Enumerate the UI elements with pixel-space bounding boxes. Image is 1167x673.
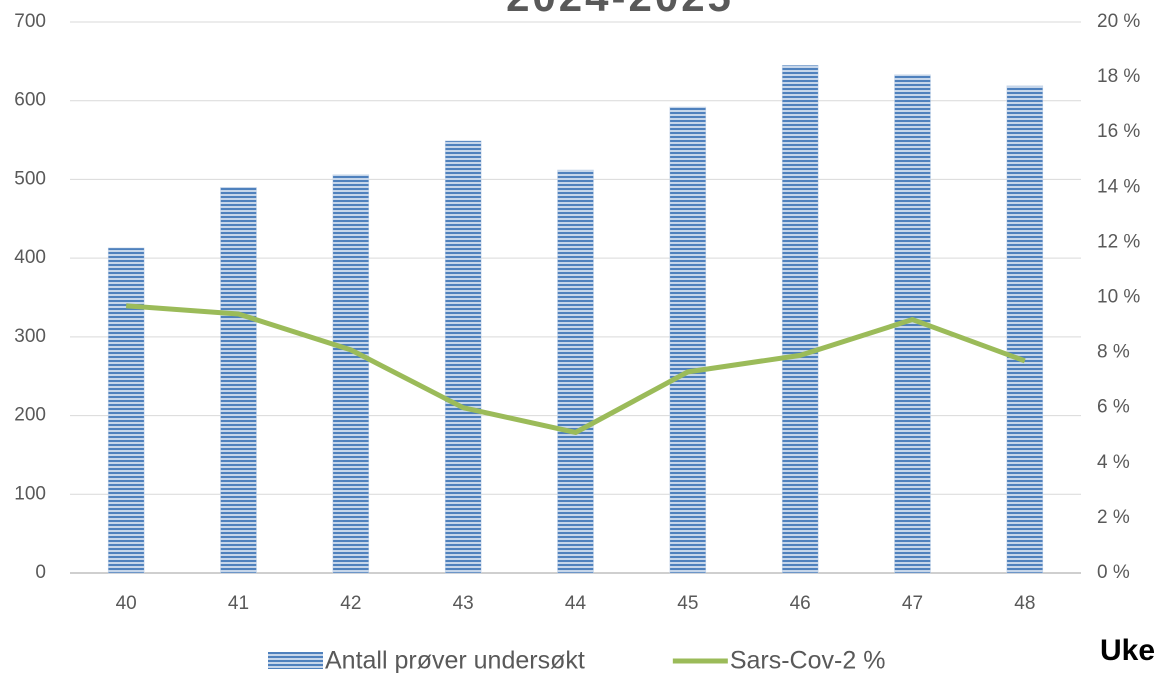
bar [444,140,482,574]
x-tick-label: 48 [1014,593,1035,614]
x-tick-label: 42 [340,593,361,614]
y-tick-label: 200 [14,405,46,426]
y-tick-label: 700 [14,11,46,32]
legend-label: Sars-Cov-2 % [730,647,886,673]
line [125,303,1026,435]
bar [332,174,370,574]
legend-label: Antall prøver undersøkt [325,647,585,673]
bar [1006,85,1044,574]
chart-title: 2024-2025 [506,0,734,20]
x-tick-label: 46 [790,593,811,614]
x-tick-label: 44 [565,593,587,614]
y2-tick-label: 4 % [1097,452,1130,473]
y2-tick-label: 8 % [1097,342,1130,363]
x-tick-label: 43 [453,593,474,614]
x-axis-label: Uke [1100,634,1155,667]
legend-swatch [268,652,323,669]
y2-tick-label: 2 % [1097,507,1130,528]
y2-tick-label: 14 % [1097,176,1140,197]
bar [220,187,257,574]
x-tick-label: 47 [902,593,923,614]
y2-tick-label: 6 % [1097,397,1130,418]
x-tick-label: 41 [228,593,249,614]
y2-tick-label: 18 % [1097,66,1140,87]
y-tick-label: 400 [14,247,46,268]
bar [557,169,594,574]
y2-tick-label: 10 % [1097,287,1140,308]
bar [669,106,707,574]
y2-tick-label: 20 % [1097,11,1140,32]
y-tick-label: 300 [14,326,46,347]
y-tick-label: 600 [14,90,46,111]
y2-tick-label: 12 % [1097,231,1140,252]
y-tick-label: 100 [14,483,46,504]
x-tick-label: 40 [116,593,137,614]
y2-tick-label: 16 % [1097,121,1140,142]
bar [107,247,145,574]
bar [781,65,819,574]
y-tick-label: 0 [35,562,46,583]
x-tick-label: 45 [677,593,698,614]
y2-tick-label: 0 % [1097,562,1130,583]
y-tick-label: 500 [14,168,46,189]
